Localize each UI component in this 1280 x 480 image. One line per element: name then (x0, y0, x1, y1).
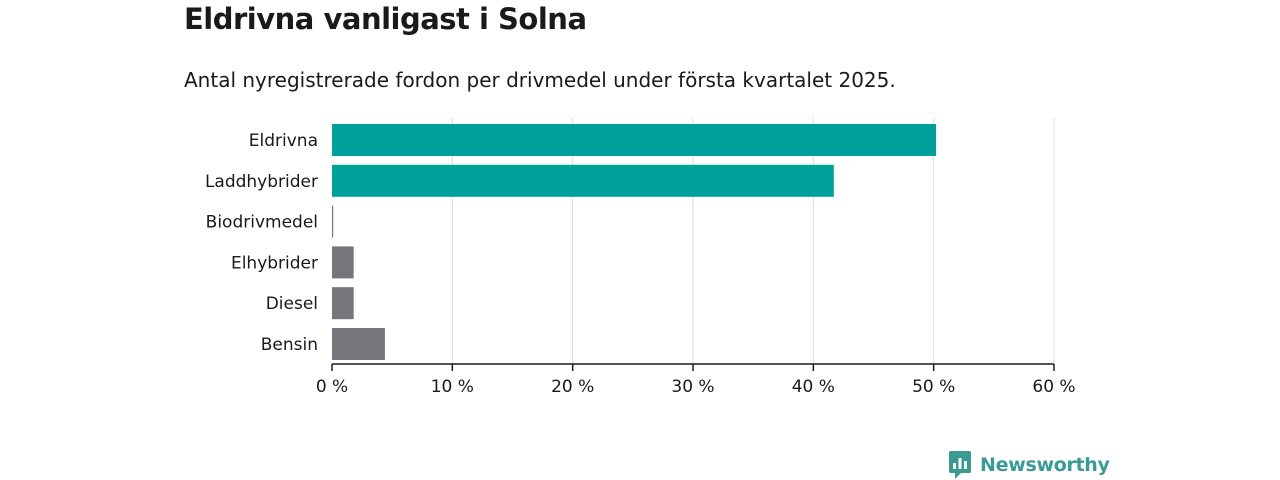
bars (332, 124, 937, 360)
x-tick-label: 50 % (912, 377, 955, 397)
bar-chart: Eldrivna Laddhybrider Biodrivmedel Elhybrid… (205, 118, 1076, 397)
category-label: Bensin (261, 335, 318, 355)
x-tick-label: 0 % (316, 377, 348, 397)
bar (332, 246, 354, 279)
x-tick-label: 40 % (792, 377, 835, 397)
category-label: Eldrivna (249, 131, 318, 151)
x-tick-label: 60 % (1032, 377, 1075, 397)
category-labels: Eldrivna Laddhybrider Biodrivmedel Elhybrid… (205, 131, 318, 355)
x-tick-label: 30 % (671, 377, 714, 397)
chart-title: Eldrivna vanligast i Solna (184, 2, 587, 36)
newsworthy-logo-icon (949, 451, 971, 479)
x-tick-label: 10 % (431, 377, 474, 397)
x-axis: 0 % 10 % 20 % 30 % 40 % 50 % 60 % (316, 363, 1076, 397)
chart-subtitle: Antal nyregistrerade fordon per drivmede… (184, 68, 896, 92)
category-label: Biodrivmedel (206, 213, 318, 233)
category-label: Diesel (266, 294, 318, 314)
bar (332, 124, 937, 156)
grid-lines (451, 118, 1055, 364)
bar (332, 205, 334, 238)
bar (332, 287, 354, 320)
bar (332, 164, 834, 197)
brand-name: Newsworthy (980, 454, 1110, 476)
bar (332, 328, 385, 360)
category-label: Laddhybrider (205, 172, 318, 192)
x-tick-label: 20 % (551, 377, 594, 397)
brand: Newsworthy (948, 450, 1110, 480)
category-label: Elhybrider (231, 253, 318, 273)
